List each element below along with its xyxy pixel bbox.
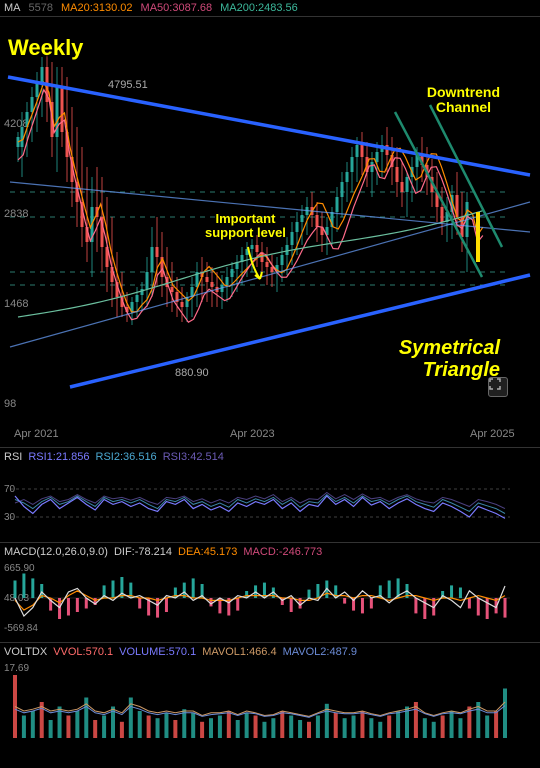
rsi1: RSI1:21.856 bbox=[28, 451, 89, 463]
ma20: MA20:3130.02 bbox=[61, 2, 133, 14]
ma-label: MA bbox=[4, 2, 21, 14]
ma-header: MA 5578 MA20:3130.02 MA50:3087.68 MA200:… bbox=[0, 0, 540, 17]
high-price-label: 4795.51 bbox=[108, 79, 148, 91]
downtrend-annotation: Downtrend Channel bbox=[427, 85, 500, 116]
svg-text:4208: 4208 bbox=[4, 118, 28, 130]
rsi-panel[interactable]: RSI RSI1:21.856 RSI2:36.516 RSI3:42.514 … bbox=[0, 447, 540, 542]
svg-text:1468: 1468 bbox=[4, 298, 28, 310]
ma50: MA50:3087.68 bbox=[141, 2, 213, 14]
svg-text:Apr 2023: Apr 2023 bbox=[230, 428, 275, 440]
gray-value: 5578 bbox=[29, 2, 53, 14]
svg-text:Apr 2021: Apr 2021 bbox=[14, 428, 59, 440]
volume: VOLUME:570.1 bbox=[119, 646, 196, 658]
svg-text:17.69: 17.69 bbox=[4, 663, 29, 674]
macd-panel[interactable]: MACD(12.0,26.0,9.0) DIF:-78.214 DEA:45.1… bbox=[0, 542, 540, 642]
low-price-label: 880.90 bbox=[175, 367, 209, 379]
dea: DEA:45.173 bbox=[178, 546, 237, 558]
svg-text:2838: 2838 bbox=[4, 208, 28, 220]
volume-panel[interactable]: VOLTDX VVOL:570.1 VOLUME:570.1 MAVOL1:46… bbox=[0, 642, 540, 747]
svg-text:665.90: 665.90 bbox=[4, 563, 35, 574]
dif: DIF:-78.214 bbox=[114, 546, 172, 558]
macd-title: MACD(12.0,26.0,9.0) bbox=[4, 546, 108, 558]
ma200: MA200:2483.56 bbox=[220, 2, 298, 14]
svg-text:98: 98 bbox=[4, 398, 16, 410]
timeframe-label: Weekly bbox=[8, 35, 83, 61]
svg-text:Apr 2025: Apr 2025 bbox=[470, 428, 515, 440]
support-annotation: Important support level bbox=[205, 212, 286, 241]
svg-text:70: 70 bbox=[4, 484, 16, 495]
macd-val: MACD:-246.773 bbox=[243, 546, 322, 558]
main-price-chart[interactable]: 4208 2838 1468 98 Apr 2021 Apr 2023 Apr 2025 W… bbox=[0, 17, 540, 447]
vol-title: VOLTDX bbox=[4, 646, 47, 658]
rsi2: RSI2:36.516 bbox=[96, 451, 157, 463]
vvol: VVOL:570.1 bbox=[53, 646, 113, 658]
svg-text:30: 30 bbox=[4, 512, 16, 523]
mavol1: MAVOL1:466.4 bbox=[202, 646, 276, 658]
triangle-annotation: Symetrical Triangle bbox=[399, 337, 500, 381]
expand-icon bbox=[489, 378, 501, 390]
rsi3: RSI3:42.514 bbox=[163, 451, 224, 463]
mavol2: MAVOL2:487.9 bbox=[283, 646, 357, 658]
svg-text:-569.84: -569.84 bbox=[4, 623, 38, 634]
rsi-title: RSI bbox=[4, 451, 22, 463]
expand-button[interactable] bbox=[488, 377, 508, 397]
